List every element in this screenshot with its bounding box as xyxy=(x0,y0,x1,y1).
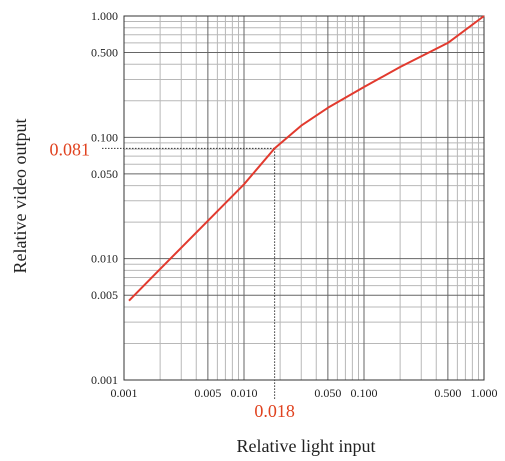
annotation-guides xyxy=(102,147,276,400)
plot-frame xyxy=(123,15,485,381)
x-axis-label: Relative light input xyxy=(237,436,376,456)
major-gridlines xyxy=(124,16,484,380)
y-annotation-label: 0.081 xyxy=(50,139,91,159)
x-tick-label: 0.005 xyxy=(194,386,221,400)
x-tick-label: 0.001 xyxy=(111,386,138,400)
x-tick-label: 1.000 xyxy=(471,386,498,400)
annotation-labels: 0.081 0.018 xyxy=(50,139,295,421)
y-tick-label: 0.050 xyxy=(91,167,118,181)
x-tick-label: 0.050 xyxy=(314,386,341,400)
y-tick-label: 0.500 xyxy=(91,46,118,60)
x-tick-labels: 0.001 0.005 0.010 0.050 0.100 0.500 1.000 xyxy=(111,386,498,400)
x-tick-label: 0.010 xyxy=(231,386,258,400)
y-tick-labels: 0.001 0.005 0.010 0.050 0.100 0.500 1.000 xyxy=(91,9,118,387)
y-tick-label: 0.001 xyxy=(91,373,118,387)
y-tick-label: 0.005 xyxy=(91,288,118,302)
series-layer xyxy=(128,15,485,302)
response-curve xyxy=(128,15,485,302)
x-tick-label: 0.100 xyxy=(351,386,378,400)
y-tick-label: 0.010 xyxy=(91,252,118,266)
x-annotation-label: 0.018 xyxy=(254,401,295,421)
y-axis-label: Relative video output xyxy=(10,119,30,274)
minor-gridlines xyxy=(124,16,484,380)
y-tick-label: 0.100 xyxy=(91,130,118,144)
x-tick-label: 0.500 xyxy=(434,386,461,400)
y-tick-label: 1.000 xyxy=(91,9,118,23)
